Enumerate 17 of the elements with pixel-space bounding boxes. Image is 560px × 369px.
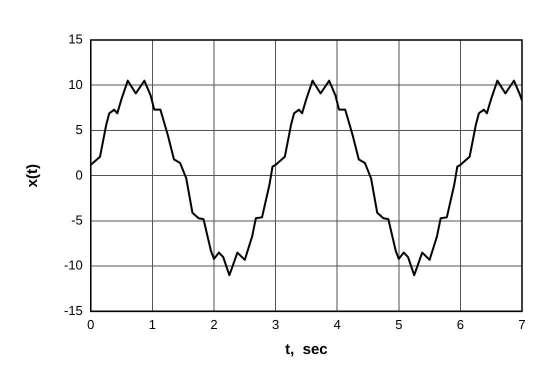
x-tick-label: 5 [395, 316, 402, 332]
x-tick-label: 7 [518, 316, 526, 332]
y-tick-label: -5 [71, 212, 83, 228]
y-tick-label: 0 [76, 167, 83, 182]
y-tick-label: 15 [68, 32, 83, 47]
y-axis-title: x(t) [24, 164, 42, 188]
x-tick-label: 2 [210, 316, 218, 332]
x-tick-label: 0 [87, 316, 94, 332]
x-tick-label: 6 [456, 316, 464, 332]
y-tick-label: -10 [64, 258, 83, 273]
y-tick-label: -15 [64, 302, 83, 318]
y-tick-label: 5 [76, 122, 83, 138]
x-tick-label: 4 [334, 316, 341, 332]
x-axis-title: t, sec [285, 341, 328, 358]
y-tick-label: 10 [68, 76, 83, 92]
x-tick-label: 1 [148, 316, 156, 332]
x-tick-label: 3 [272, 316, 280, 332]
